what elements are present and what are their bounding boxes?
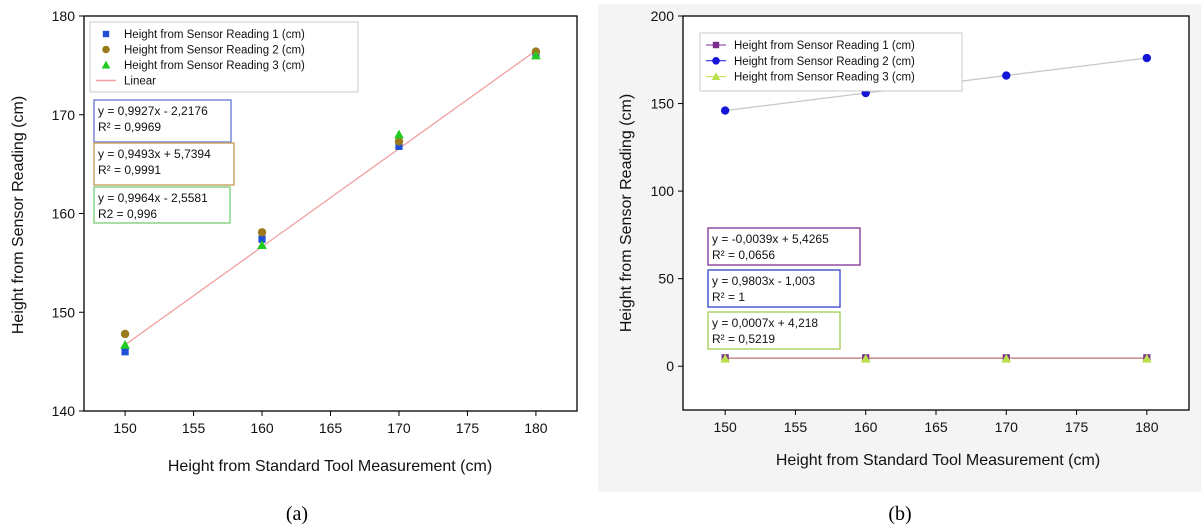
x-tick-label: 165 [924,419,948,435]
legend-marker [101,60,111,69]
series-3-point [120,339,130,349]
r-squared-text: R² = 1 [712,290,745,304]
equation-text: y = -0,0039x + 5,4265 [712,232,829,246]
y-tick-label: 150 [651,96,675,112]
y-tick-label: 100 [651,183,675,199]
r-squared-text: R² = 0,9969 [98,120,161,134]
series-2-point [120,329,130,339]
y-axis-title: Height from Sensor Reading (cm) [618,94,635,332]
series-2-point [394,137,404,146]
x-tick-label: 180 [1135,419,1159,435]
chart-panel-b: 150 155 160 165 170 175 180 0 50 100 150 200 Height … [598,4,1201,525]
series-2-point [1002,71,1011,80]
x-tick-label: 170 [995,419,1019,435]
legend-label: Height from Sensor Reading 1 (cm) [734,40,915,52]
series-2-point [720,106,730,115]
series-1-point [395,142,403,150]
legend [699,32,963,92]
series-3-point [1001,353,1012,363]
series-1-point [258,235,266,243]
r-squared-text: R² = 0,5219 [712,332,775,346]
x-tick-label: 170 [387,420,411,436]
legend-label: Height from Sensor Reading 3 (cm) [124,60,305,72]
series-3-point [1141,353,1152,363]
legend-marker [712,57,720,65]
x-tick-label: 180 [524,420,548,436]
equation-box [93,99,232,143]
y-tick-label: 50 [658,271,674,287]
panel-caption: (a) [286,503,308,525]
y-tick-label: 140 [52,403,76,419]
x-tick-label: 175 [1065,419,1089,435]
x-tick-label: 150 [713,419,737,435]
legend-label: Linear [124,76,156,88]
x-tick-label: 160 [250,420,274,436]
r-squared-text: R² = 0,0656 [712,248,775,262]
y-tick-label: 170 [52,107,76,123]
y-tick-label: 200 [651,8,675,24]
series-3-point [720,353,731,363]
legend-marker [712,41,720,49]
equation-text: y = 0,9927x - 2,2176 [98,104,208,118]
x-tick-label: 155 [182,420,206,436]
equation-text: y = 0,9964x - 2,5581 [98,191,208,205]
equation-box [707,311,841,350]
legend [89,21,359,93]
series-3-point [860,353,871,363]
chart-panel-a: 150 155 160 165 170 175 180 140 150 160 170 180 Heig… [10,8,578,525]
x-tick-label: 160 [854,419,878,435]
y-tick-label: 160 [52,206,76,222]
legend-label: Height from Sensor Reading 1 (cm) [124,29,305,41]
x-tick-label: 165 [319,420,343,436]
x-tick-label: 150 [113,420,137,436]
legend-label: Height from Sensor Reading 2 (cm) [124,45,305,57]
y-axis-title: Height from Sensor Reading (cm) [10,96,27,334]
legend-marker [102,45,110,54]
x-tick-label: 175 [456,420,480,436]
equation-box [93,186,231,224]
series-3-point [257,240,267,249]
x-tick-label: 155 [784,419,808,435]
legend-label: Height from Sensor Reading 2 (cm) [734,56,915,68]
x-axis-title: Height from Standard Tool Measurement (c… [168,458,492,475]
series-3-point [394,129,404,139]
y-tick-label: 180 [52,8,76,24]
series-1-point [121,348,129,356]
y-tick-label: 0 [666,358,674,374]
fit-line-1 [124,50,537,346]
equation-box [707,227,861,266]
equation-box [707,269,841,308]
r-squared-text: R² = 0,9991 [98,163,161,177]
panel-caption: (b) [888,503,911,525]
series-3-point [531,50,541,60]
legend-marker [711,72,721,81]
series-2-point [257,228,267,237]
equation-box [93,142,235,186]
equation-text: y = 0,9493x + 5,7394 [98,147,211,161]
legend-label: Height from Sensor Reading 3 (cm) [734,72,915,84]
r-squared-text: R2 = 0,996 [98,207,157,221]
y-tick-label: 150 [52,304,76,320]
equation-text: y = 0,9803x - 1,003 [712,274,815,288]
legend-marker [102,30,110,38]
equation-text: y = 0,0007x + 4,218 [712,316,818,330]
series-2-point [1142,53,1152,63]
x-axis-title: Height from Standard Tool Measurement (c… [776,452,1100,469]
